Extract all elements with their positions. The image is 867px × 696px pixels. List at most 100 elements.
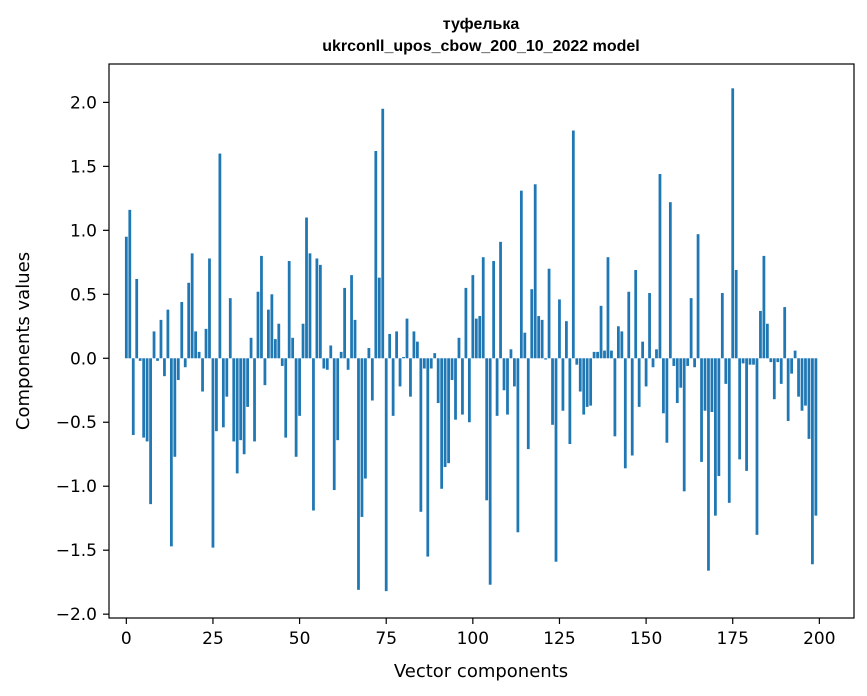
bar-87 bbox=[426, 358, 430, 557]
bar-159 bbox=[675, 358, 679, 404]
bar-173 bbox=[724, 358, 728, 384]
bar-92 bbox=[443, 358, 447, 468]
bar-68 bbox=[360, 358, 364, 517]
bar-134 bbox=[589, 358, 593, 406]
x-tick-label: 200 bbox=[803, 629, 835, 649]
x-tick-label: 175 bbox=[716, 629, 748, 649]
bar-34 bbox=[242, 358, 246, 455]
bar-128 bbox=[568, 358, 572, 444]
bar-187 bbox=[772, 358, 776, 400]
bar-155 bbox=[662, 358, 665, 414]
bar-101 bbox=[474, 318, 478, 359]
bar-96 bbox=[457, 337, 461, 359]
x-tick-label: 75 bbox=[375, 629, 397, 649]
bar-38 bbox=[256, 291, 260, 359]
bar-30 bbox=[228, 298, 232, 359]
bar-67 bbox=[357, 358, 360, 590]
bar-23 bbox=[204, 328, 208, 359]
bar-126 bbox=[561, 358, 565, 411]
bar-17 bbox=[183, 358, 187, 368]
bar-194 bbox=[797, 358, 800, 397]
bar-118 bbox=[533, 184, 537, 359]
bar-139 bbox=[606, 257, 610, 359]
bar-115 bbox=[523, 332, 527, 359]
bar-60 bbox=[332, 358, 336, 491]
bar-97 bbox=[461, 358, 464, 415]
bar-105 bbox=[488, 358, 492, 585]
bar-198 bbox=[811, 358, 814, 565]
bar-31 bbox=[232, 358, 236, 442]
bar-65 bbox=[350, 275, 353, 359]
y-tick-label: 0.5 bbox=[70, 285, 97, 305]
bar-95 bbox=[454, 358, 457, 420]
bar-113 bbox=[516, 358, 520, 533]
bar-143 bbox=[620, 331, 624, 359]
bar-39 bbox=[260, 255, 263, 359]
bar-79 bbox=[398, 358, 402, 387]
bar-172 bbox=[720, 293, 724, 359]
bar-135 bbox=[592, 351, 596, 359]
bar-1 bbox=[128, 209, 132, 359]
bar-82 bbox=[409, 358, 412, 397]
bar-18 bbox=[187, 282, 191, 359]
bar-54 bbox=[312, 358, 315, 511]
bar-4 bbox=[138, 358, 142, 361]
bar-62 bbox=[339, 351, 343, 359]
bar-36 bbox=[249, 337, 253, 359]
bar-157 bbox=[668, 202, 672, 359]
bar-188 bbox=[776, 358, 780, 363]
bar-129 bbox=[571, 130, 575, 359]
bar-3 bbox=[135, 278, 139, 359]
chart-title-line-2: ukrconll_upos_cbow_200_10_2022 model bbox=[322, 38, 639, 55]
bar-13 bbox=[169, 358, 173, 547]
bar-184 bbox=[762, 255, 766, 359]
bar-141 bbox=[613, 358, 617, 437]
bar-57 bbox=[322, 358, 326, 369]
bar-24 bbox=[208, 258, 211, 359]
bar-52 bbox=[305, 217, 308, 359]
bar-180 bbox=[748, 358, 752, 365]
bar-117 bbox=[530, 289, 534, 359]
bar-85 bbox=[419, 358, 423, 512]
bar-83 bbox=[412, 331, 416, 359]
x-axis-label: Vector components bbox=[394, 661, 568, 682]
bar-178 bbox=[741, 358, 745, 364]
bar-40 bbox=[263, 358, 267, 386]
bar-33 bbox=[239, 358, 243, 441]
bar-15 bbox=[176, 358, 180, 381]
bar-110 bbox=[506, 358, 509, 415]
y-tick-label: 2.0 bbox=[70, 93, 97, 113]
bar-63 bbox=[343, 287, 347, 359]
bar-131 bbox=[578, 358, 582, 392]
bar-130 bbox=[575, 358, 579, 365]
bar-121 bbox=[544, 358, 547, 360]
bar-190 bbox=[783, 307, 787, 359]
bar-199 bbox=[814, 358, 818, 516]
bar-22 bbox=[201, 358, 204, 392]
bar-179 bbox=[745, 358, 748, 471]
bar-142 bbox=[616, 326, 620, 359]
bar-93 bbox=[447, 358, 450, 464]
bar-150 bbox=[644, 358, 648, 387]
bar-84 bbox=[416, 341, 419, 359]
bar-132 bbox=[582, 358, 586, 415]
bar-154 bbox=[658, 174, 662, 359]
bar-186 bbox=[769, 358, 773, 363]
bar-27 bbox=[218, 153, 222, 359]
bar-125 bbox=[558, 299, 561, 359]
bar-156 bbox=[665, 358, 669, 443]
bar-77 bbox=[391, 358, 395, 416]
bar-106 bbox=[492, 261, 496, 359]
bar-51 bbox=[301, 323, 305, 359]
bar-148 bbox=[637, 358, 641, 407]
bar-124 bbox=[554, 358, 558, 562]
bar-7 bbox=[149, 358, 152, 505]
bar-195 bbox=[800, 358, 804, 411]
bar-55 bbox=[315, 258, 319, 359]
bar-166 bbox=[700, 358, 703, 462]
bar-169 bbox=[710, 358, 714, 413]
bar-0 bbox=[124, 236, 128, 359]
bar-66 bbox=[353, 319, 357, 359]
bar-164 bbox=[693, 358, 696, 368]
bar-149 bbox=[641, 341, 645, 359]
